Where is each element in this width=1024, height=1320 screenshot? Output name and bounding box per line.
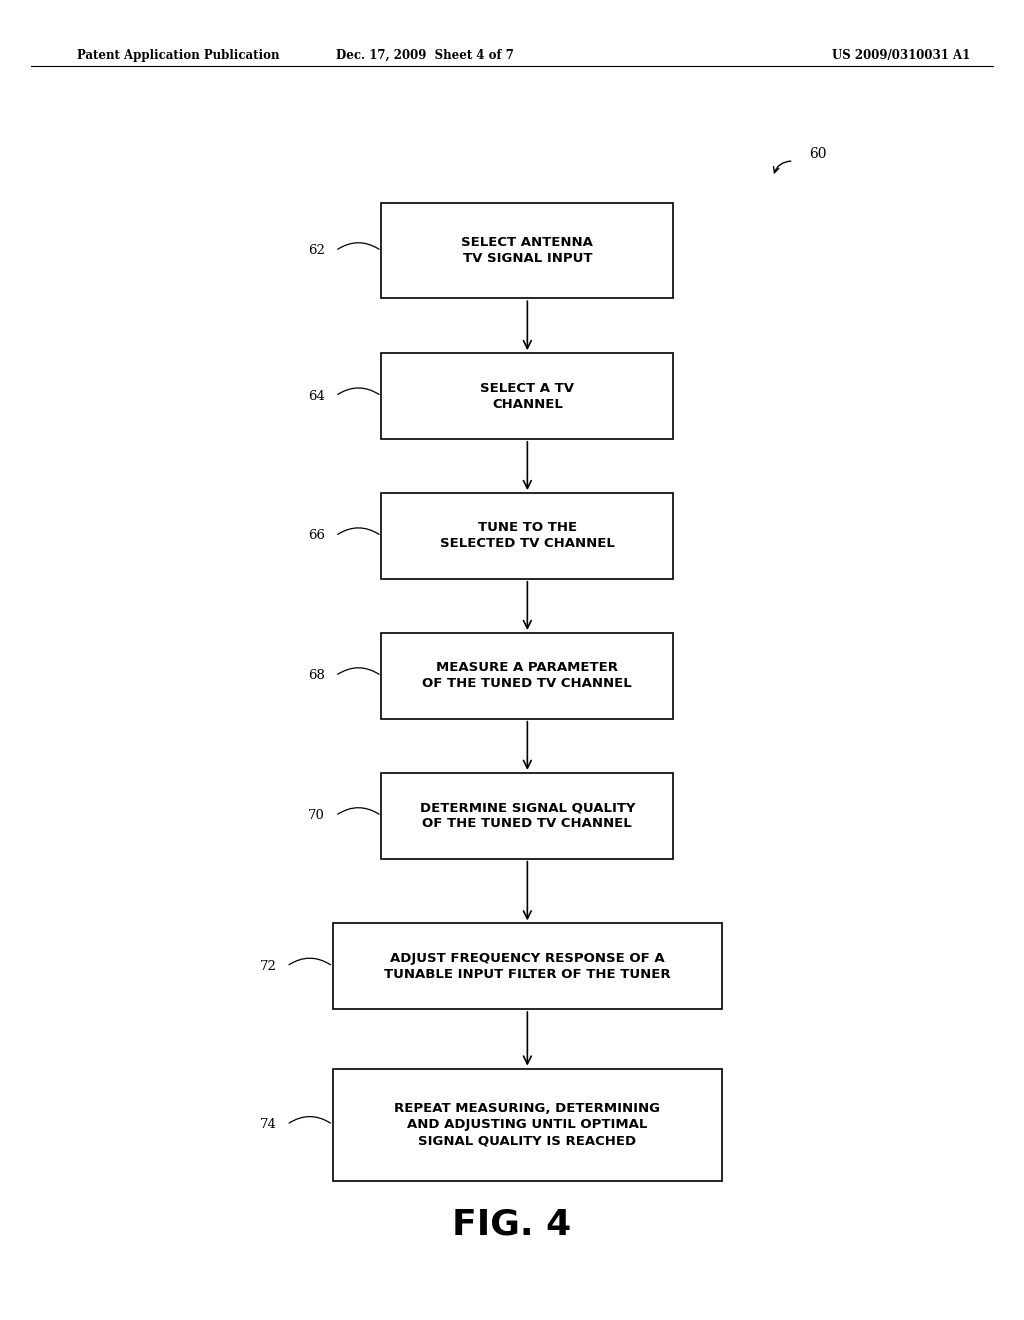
Text: 68: 68: [308, 669, 326, 682]
Text: 70: 70: [308, 809, 326, 822]
Bar: [382, 203, 674, 298]
Bar: [382, 354, 674, 438]
Text: ADJUST FREQUENCY RESPONSE OF A
TUNABLE INPUT FILTER OF THE TUNER: ADJUST FREQUENCY RESPONSE OF A TUNABLE I…: [384, 952, 671, 981]
Text: Patent Application Publication: Patent Application Publication: [77, 49, 280, 62]
Text: 72: 72: [260, 960, 276, 973]
Text: SELECT A TV
CHANNEL: SELECT A TV CHANNEL: [480, 381, 574, 411]
Text: US 2009/0310031 A1: US 2009/0310031 A1: [831, 49, 971, 62]
Text: 62: 62: [308, 244, 326, 257]
Text: Dec. 17, 2009  Sheet 4 of 7: Dec. 17, 2009 Sheet 4 of 7: [336, 49, 514, 62]
Bar: [382, 774, 674, 858]
Text: 60: 60: [809, 148, 826, 161]
Text: 74: 74: [260, 1118, 276, 1131]
Bar: [382, 634, 674, 718]
Bar: [333, 1069, 722, 1180]
Bar: [333, 924, 722, 1008]
Bar: [382, 492, 674, 578]
Text: SELECT ANTENNA
TV SIGNAL INPUT: SELECT ANTENNA TV SIGNAL INPUT: [462, 236, 593, 265]
Text: TUNE TO THE
SELECTED TV CHANNEL: TUNE TO THE SELECTED TV CHANNEL: [440, 521, 614, 550]
Text: MEASURE A PARAMETER
OF THE TUNED TV CHANNEL: MEASURE A PARAMETER OF THE TUNED TV CHAN…: [423, 661, 632, 690]
Text: FIG. 4: FIG. 4: [453, 1208, 571, 1242]
Text: DETERMINE SIGNAL QUALITY
OF THE TUNED TV CHANNEL: DETERMINE SIGNAL QUALITY OF THE TUNED TV…: [420, 801, 635, 830]
Text: REPEAT MEASURING, DETERMINING
AND ADJUSTING UNTIL OPTIMAL
SIGNAL QUALITY IS REAC: REPEAT MEASURING, DETERMINING AND ADJUST…: [394, 1102, 660, 1147]
Text: 66: 66: [308, 529, 326, 543]
Text: 64: 64: [308, 389, 326, 403]
